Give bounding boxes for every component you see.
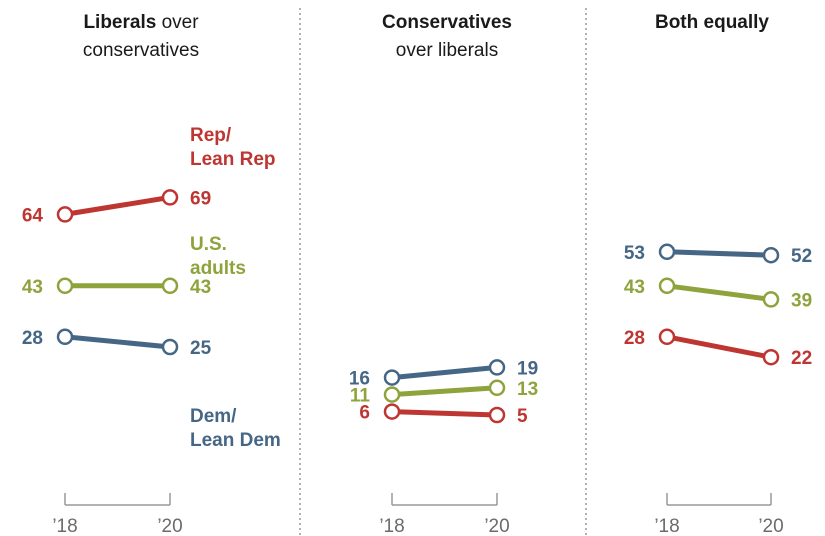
data-label-dem: 16 — [349, 369, 370, 390]
panel-title-bold: Both equally — [655, 12, 769, 33]
panel-title-2: Both equally — [655, 12, 769, 33]
data-point-rep — [658, 328, 676, 346]
data-label-us: 43 — [190, 277, 211, 298]
data-label-rep: 5 — [517, 406, 528, 427]
data-point-dem — [383, 369, 401, 386]
data-label-us: 43 — [22, 277, 43, 298]
data-point-us — [383, 386, 401, 403]
data-label-us: 43 — [624, 277, 645, 298]
panel-subtitle-1: over liberals — [396, 40, 498, 61]
data-point-rep — [762, 348, 780, 366]
series-label-dem: Dem/ — [190, 406, 237, 427]
data-point-rep — [56, 206, 74, 223]
data-label-dem: 25 — [190, 338, 212, 359]
series-line-dem — [62, 334, 173, 350]
data-label-rep: 28 — [624, 328, 645, 349]
data-label-dem: 52 — [791, 246, 812, 267]
data-point-rep — [383, 403, 401, 420]
series-line-us — [389, 385, 500, 398]
panel-subtitle-0: conservatives — [83, 40, 199, 61]
panel-title-rest: over — [156, 12, 199, 33]
data-point-dem — [161, 338, 179, 356]
data-point-dem — [658, 243, 676, 261]
panel-title-0: Liberals over — [83, 12, 199, 33]
data-label-rep: 64 — [22, 205, 44, 226]
data-point-rep — [488, 406, 506, 424]
data-point-us — [56, 277, 74, 295]
data-label-us: 11 — [350, 386, 371, 407]
data-point-us — [762, 291, 780, 308]
data-point-us — [488, 379, 506, 397]
series-line-dem — [664, 249, 774, 258]
data-point-rep — [161, 189, 179, 206]
series-label-dem: Lean Dem — [190, 430, 281, 451]
panel-title-1: Conservatives — [382, 12, 512, 33]
data-label-dem: 19 — [517, 358, 538, 379]
x-tick-label: ’18 — [654, 516, 679, 536]
data-label-us: 39 — [791, 290, 812, 311]
data-label-rep: 6 — [359, 403, 370, 424]
data-label-dem: 28 — [22, 328, 43, 349]
data-point-us — [658, 277, 676, 295]
series-line-rep — [62, 194, 173, 217]
data-point-dem — [56, 328, 74, 346]
data-point-dem — [488, 359, 506, 376]
series-line-rep — [664, 334, 774, 360]
series-line-rep — [389, 409, 500, 418]
data-label-us: 13 — [517, 379, 538, 400]
panel-title-bold: Liberals — [83, 12, 156, 33]
data-label-rep: 69 — [190, 188, 211, 209]
panel-title-bold: Conservatives — [382, 12, 512, 33]
x-tick-label: ’20 — [484, 516, 509, 536]
data-point-us — [161, 277, 179, 295]
series-line-us — [664, 283, 774, 302]
series-label-us: U.S. — [190, 234, 227, 255]
series-label-us: adults — [190, 258, 246, 279]
data-label-rep: 22 — [791, 348, 812, 369]
series-label-rep: Lean Rep — [190, 149, 276, 170]
series-line-dem — [389, 364, 500, 381]
data-label-dem: 53 — [624, 243, 645, 264]
x-tick-label: ’18 — [52, 516, 77, 536]
x-tick-label: ’20 — [758, 516, 783, 536]
series-label-rep: Rep/ — [190, 125, 232, 146]
x-tick-label: ’18 — [379, 516, 404, 536]
data-point-dem — [762, 246, 780, 264]
x-tick-label: ’20 — [157, 516, 182, 536]
